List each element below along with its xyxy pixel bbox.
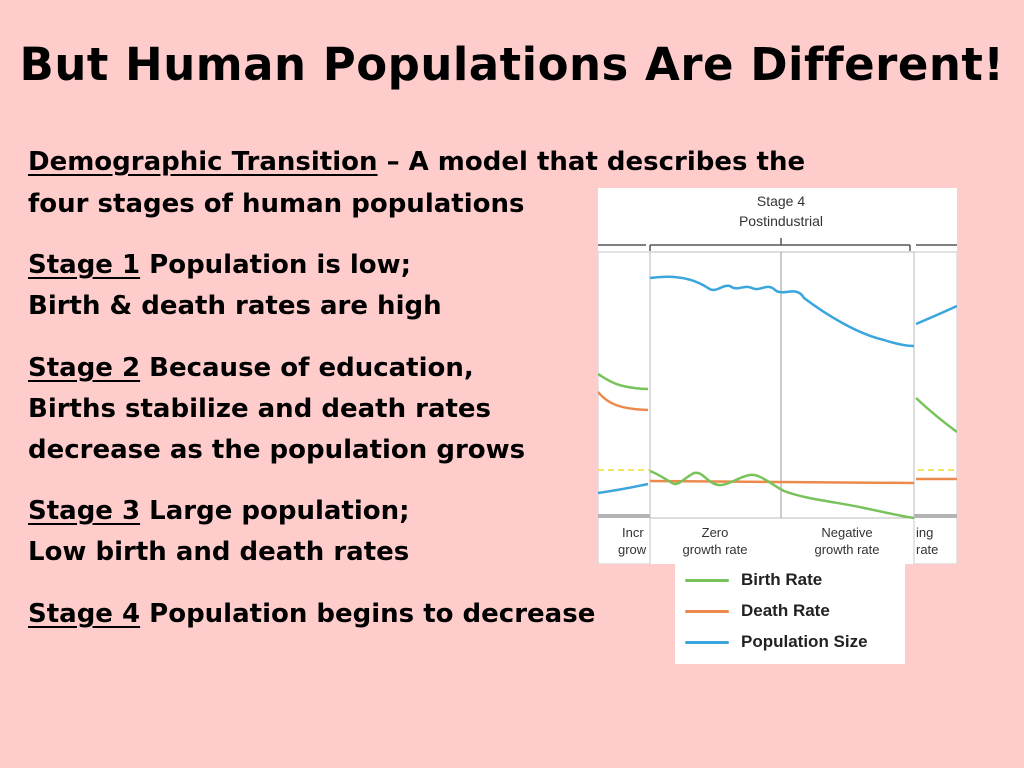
legend-label-birth-rate: Birth Rate: [741, 570, 823, 589]
stage-3-label: Stage 3: [28, 496, 141, 526]
right-birth-curve: [915, 397, 957, 434]
slide-title: But Human Populations Are Different!: [19, 38, 1005, 91]
left-label-line-2: grow: [618, 542, 647, 557]
zero-growth-label-line-1: Zero: [702, 525, 729, 540]
stage-header-line-1: Stage 4: [757, 193, 805, 209]
definition-line-2: four stages of human populations: [28, 189, 525, 219]
left-death-curve: [598, 391, 649, 412]
legend-item-death-rate: Death Rate: [685, 596, 830, 626]
center-birth-curve: [649, 469, 915, 520]
stage-4-line-1: Stage 4 Population begins to decrease: [28, 594, 595, 634]
demographic-transition-diagram: Stage 4 Postindustrial Incr grow Zero gr…: [598, 188, 957, 564]
negative-growth-label-line-1: Negative: [821, 525, 872, 540]
left-birth-curve: [598, 372, 649, 391]
definition-text: – A model that describes the: [377, 147, 806, 177]
left-label-line-1: Incr: [622, 525, 644, 540]
legend-item-population-size: Population Size: [685, 627, 868, 657]
definition-line-1: Demographic Transition – A model that de…: [28, 142, 805, 182]
stage-2-line-1: Stage 2 Because of education,: [28, 348, 474, 388]
death-rate-swatch: [685, 609, 729, 613]
stage-1-label: Stage 1: [28, 250, 141, 280]
stage-1-text: Population is low;: [140, 250, 412, 280]
stage-4-text: Population begins to decrease: [140, 599, 596, 629]
stage-4-label: Stage 4: [28, 599, 141, 629]
legend-label-population-size: Population Size: [741, 632, 868, 651]
stage-2-line-3: decrease as the population grows: [28, 435, 526, 465]
stage-2-label: Stage 2: [28, 353, 141, 383]
stage-2-text: Because of education,: [140, 353, 474, 383]
left-population-curve: [598, 482, 649, 495]
center-population-curve: [649, 275, 915, 348]
birth-rate-swatch: [685, 578, 729, 582]
stage-3-line-1: Stage 3 Large population;: [28, 491, 410, 531]
stage-1-line-2: Birth & death rates are high: [28, 291, 442, 321]
stage-1-line-1: Stage 1 Population is low;: [28, 245, 411, 285]
right-label-line-1: ing: [916, 525, 933, 540]
legend-label-death-rate: Death Rate: [741, 601, 830, 620]
right-label-line-2: rate: [916, 542, 938, 557]
stage-header-line-2: Postindustrial: [739, 213, 823, 229]
legend-item-birth-rate: Birth Rate: [685, 565, 822, 595]
stage-3-text: Large population;: [140, 496, 410, 526]
negative-growth-label-line-2: growth rate: [814, 542, 879, 557]
stage-3-line-2: Low birth and death rates: [28, 537, 410, 567]
stage-2-line-2: Births stabilize and death rates: [28, 394, 492, 424]
population-size-swatch: [685, 640, 729, 644]
center-death-curve: [649, 479, 915, 485]
zero-growth-label-line-2: growth rate: [682, 542, 747, 557]
right-population-curve: [915, 304, 957, 326]
definition-term: Demographic Transition: [28, 147, 378, 177]
diagram-legend: Birth Rate Death Rate Population Size: [675, 563, 905, 664]
